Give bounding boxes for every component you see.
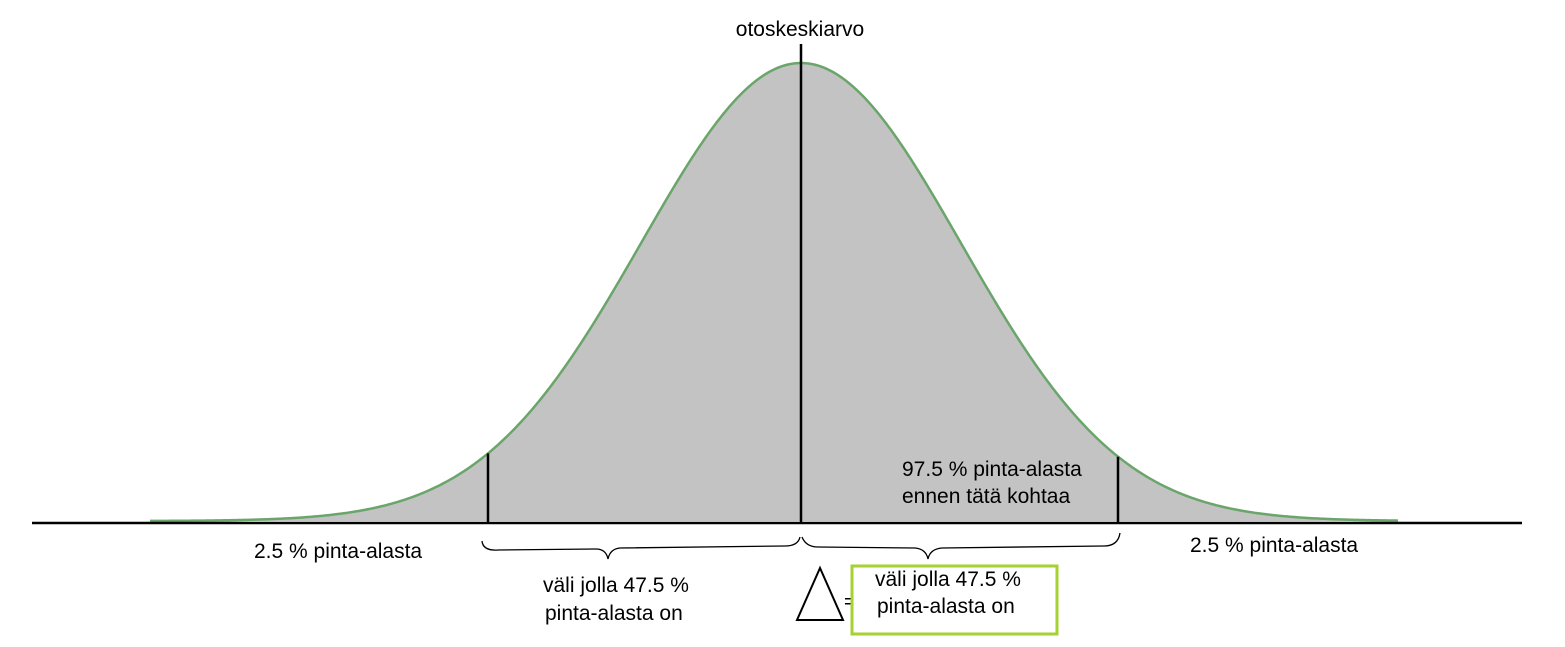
interval-label-line1: väli jolla 47.5 % xyxy=(543,574,689,597)
left-interval-brace xyxy=(481,536,801,560)
boxed-label-line1: väli jolla 47.5 % xyxy=(875,568,1021,591)
cumulative-label-line1: 97.5 % pinta-alasta xyxy=(902,458,1082,481)
boxed-label-line2: pinta-alasta on xyxy=(877,595,1015,618)
mean-label: otoskeskiarvo xyxy=(736,18,864,41)
equals-sign: = xyxy=(844,591,856,613)
shaded-area xyxy=(150,63,1398,521)
right-interval-brace xyxy=(801,532,1121,560)
left-tail-label: 2.5 % pinta-alasta xyxy=(254,540,422,563)
cumulative-label-line2: ennen tätä kohtaa xyxy=(902,485,1070,508)
interval-label-line2: pinta-alasta on xyxy=(545,602,683,625)
delta-triangle-icon xyxy=(795,565,845,621)
bell-curve xyxy=(150,61,1399,523)
highlight-box xyxy=(850,564,1059,636)
right-tail-label: 2.5 % pinta-alasta xyxy=(1190,534,1358,557)
